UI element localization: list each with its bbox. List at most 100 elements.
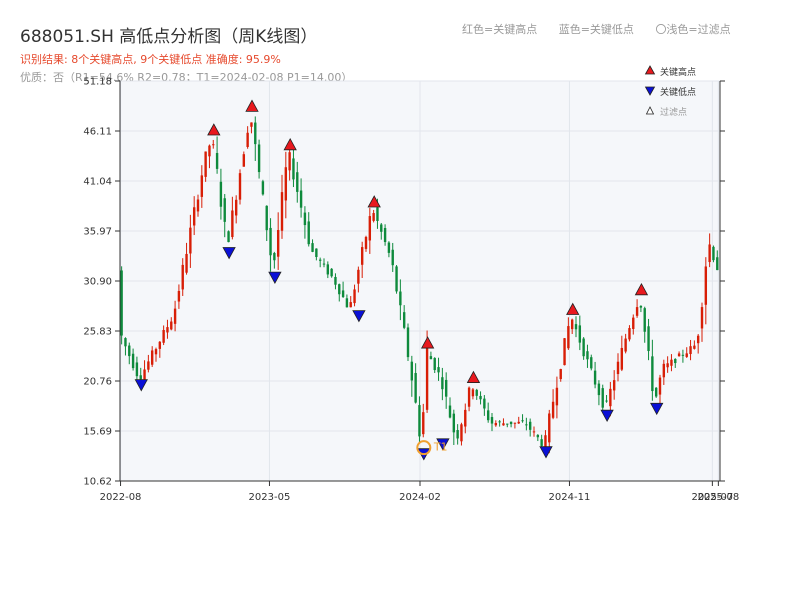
candle-down <box>590 354 593 371</box>
candle-up <box>693 340 696 350</box>
candle-body <box>315 248 318 258</box>
candle-down <box>681 349 685 363</box>
candle-up <box>700 302 704 342</box>
candle-up <box>635 299 639 318</box>
candle-body <box>685 353 688 357</box>
candle-up <box>551 389 555 420</box>
candle-body <box>402 312 406 328</box>
candle-down <box>593 361 597 389</box>
candle-up <box>563 337 566 366</box>
candle-up <box>708 233 711 268</box>
candle-body <box>372 213 375 221</box>
candle-body <box>303 212 307 226</box>
candle-body <box>410 361 414 381</box>
candle-body <box>429 356 433 360</box>
candle-up <box>192 196 196 236</box>
candle-body <box>704 266 708 305</box>
candle-body <box>196 199 200 212</box>
candle-body <box>509 421 513 425</box>
candle-body <box>548 413 551 443</box>
candle-body <box>368 216 372 241</box>
key-low-marker <box>352 310 366 323</box>
candle-body <box>578 325 582 343</box>
key-high-marker <box>207 123 221 136</box>
candle-body <box>582 338 585 357</box>
candle-body <box>227 231 230 243</box>
candle-body <box>658 377 662 395</box>
candle-body <box>307 221 310 245</box>
candle-body <box>273 253 276 261</box>
candle-down <box>128 342 131 365</box>
candle-body <box>166 327 169 333</box>
key-low-marker <box>436 438 450 451</box>
candle-down <box>444 372 448 409</box>
candle-body <box>635 307 639 316</box>
candle-down <box>406 323 410 362</box>
candle-body <box>620 347 624 370</box>
candle-body <box>311 243 314 252</box>
candle-body <box>567 326 570 349</box>
candle-body <box>387 242 391 253</box>
candle-up <box>372 209 375 223</box>
legend-symbol-high <box>644 65 656 75</box>
key-high-marker <box>420 336 435 349</box>
candle-body <box>242 154 246 167</box>
candle-down <box>528 418 532 437</box>
candle-down <box>383 224 387 246</box>
candle-up <box>288 144 291 181</box>
candle-body <box>506 423 509 425</box>
candle-up <box>555 376 559 419</box>
candle-down <box>639 305 643 313</box>
candle-down <box>341 281 345 298</box>
candle-up <box>513 422 517 429</box>
candle-up <box>422 403 425 438</box>
candle-body <box>536 434 540 438</box>
candle-down <box>296 161 299 203</box>
candle-down <box>651 339 654 401</box>
candle-body <box>475 389 478 396</box>
candle-down <box>330 268 333 278</box>
x-tick-label: 2025-07 <box>691 492 733 503</box>
candle-body <box>322 263 326 265</box>
x-tick-label: 2025-08 <box>697 492 739 503</box>
candle-body <box>593 370 597 385</box>
candle-up <box>548 409 551 454</box>
t1-label: T1 <box>433 441 448 454</box>
candle-down <box>223 194 226 238</box>
candle-body <box>708 244 711 263</box>
candle-down <box>315 248 318 261</box>
candle-body <box>139 375 142 380</box>
candle-body <box>597 383 601 396</box>
candle-down <box>448 397 452 419</box>
candle-down <box>265 205 268 242</box>
candle-body <box>326 264 330 275</box>
candle-down <box>124 337 127 356</box>
candle-down <box>318 257 322 268</box>
candle-up <box>532 426 536 437</box>
candle-body <box>693 345 696 349</box>
candle-down <box>498 420 501 427</box>
candle-down <box>391 242 394 272</box>
x-tick-label: 2024-02 <box>399 492 441 503</box>
candle-body <box>192 207 196 226</box>
candle-up <box>242 151 246 167</box>
candle-up <box>280 174 284 239</box>
candle-body <box>654 387 658 397</box>
candle-body <box>364 236 368 249</box>
candle-up <box>612 370 616 400</box>
candle-body <box>616 361 620 375</box>
candle-body <box>276 230 280 257</box>
candle-body <box>460 424 463 442</box>
candle-body <box>452 413 456 433</box>
candle-down <box>509 421 513 428</box>
candle-up <box>471 388 475 400</box>
candle-body <box>666 363 669 368</box>
candle-body <box>513 422 517 424</box>
candle-down <box>712 245 715 263</box>
candle-up <box>196 194 200 217</box>
candle-body <box>544 435 547 447</box>
candle-down <box>380 223 383 240</box>
candle-down <box>605 395 608 403</box>
candle-body <box>383 228 387 243</box>
candle-down <box>135 356 139 382</box>
